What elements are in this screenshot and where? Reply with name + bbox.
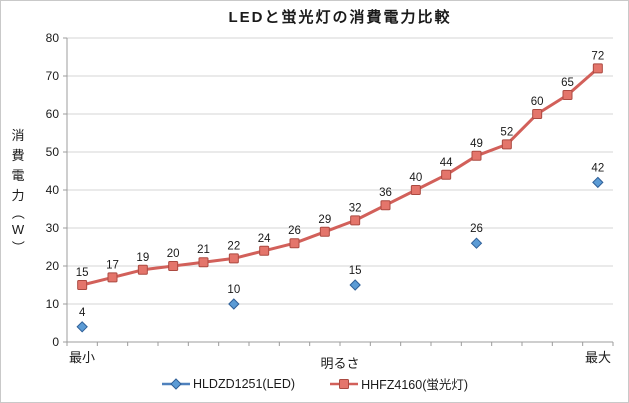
y-tick-label: 80 [46,31,60,45]
series-marker-square [410,185,421,195]
chart-title: LEDと蛍光灯の消費電力比較 [228,9,452,26]
series-marker-square [592,63,603,74]
series-marker-diamond [470,237,483,249]
data-label: 72 [591,50,604,62]
series-marker-diamond [349,279,361,291]
series-marker-square [562,90,573,100]
series-marker-square [259,245,270,256]
data-label: 60 [531,96,544,108]
series-marker-square [350,215,361,226]
data-label: 15 [76,267,89,279]
y-tick-label: 50 [46,145,60,159]
data-label: 29 [318,214,331,226]
series-marker-square [319,226,330,237]
legend-marker-led-icon [161,377,191,390]
data-label: 26 [470,223,483,235]
legend-marker-fluorescent-icon [329,378,359,390]
series-marker-square [471,150,482,161]
series-marker-square [380,200,391,211]
data-label: 10 [227,284,240,296]
series-line [80,66,600,287]
legend: HLDZD1251(LED) HHFZ4160(蛍光灯) [1,374,628,393]
y-tick-label: 20 [46,259,60,273]
x-tick-label-min: 最小 [68,350,95,365]
series-marker-square [289,238,300,249]
data-label: 19 [136,252,149,264]
data-label: 20 [167,248,180,260]
series-marker-square [137,264,148,275]
data-label: 4 [79,307,86,319]
series-marker-diamond [76,321,88,333]
y-axis-title: 消費電力（W） [10,128,26,254]
legend-item-led: HLDZD1251(LED) [161,377,295,391]
legend-item-fluorescent: HHFZ4160(蛍光灯) [329,374,468,393]
x-tick-label-max: 最大 [584,350,611,365]
data-label: 32 [349,202,362,214]
data-label: 65 [561,77,574,89]
data-label: 36 [379,187,392,199]
series-marker-square [501,139,512,150]
series-marker-diamond [592,176,604,189]
data-label: 24 [258,233,271,245]
y-tick-label: 40 [46,183,60,197]
data-label: 44 [440,157,453,169]
legend-label-fluorescent: HHFZ4160(蛍光灯) [361,378,469,392]
series-marker-square [532,109,543,119]
series-marker-square [198,257,209,268]
data-label: 17 [106,259,119,271]
series-marker-square [168,261,179,271]
data-label: 40 [409,172,422,184]
series-marker-square [77,280,88,290]
y-tick-label: 0 [52,335,59,349]
legend-label-led: HLDZD1251(LED) [192,376,296,391]
y-tick-label: 70 [46,69,60,83]
data-label: 22 [227,240,240,252]
series-marker-square [228,253,239,264]
y-tick-label: 30 [46,221,60,235]
y-tick-label: 10 [46,297,60,311]
y-tick-label: 60 [46,107,60,121]
data-label: 52 [500,126,513,138]
x-axis-title: 明るさ [320,356,360,371]
data-label: 21 [197,244,210,256]
data-label: 15 [349,265,362,277]
series-marker-square [441,169,452,180]
data-label: 42 [591,162,604,174]
data-label: 49 [470,138,483,150]
series-marker-diamond [228,298,240,310]
series-marker-square [107,272,118,283]
data-label: 26 [288,225,301,237]
